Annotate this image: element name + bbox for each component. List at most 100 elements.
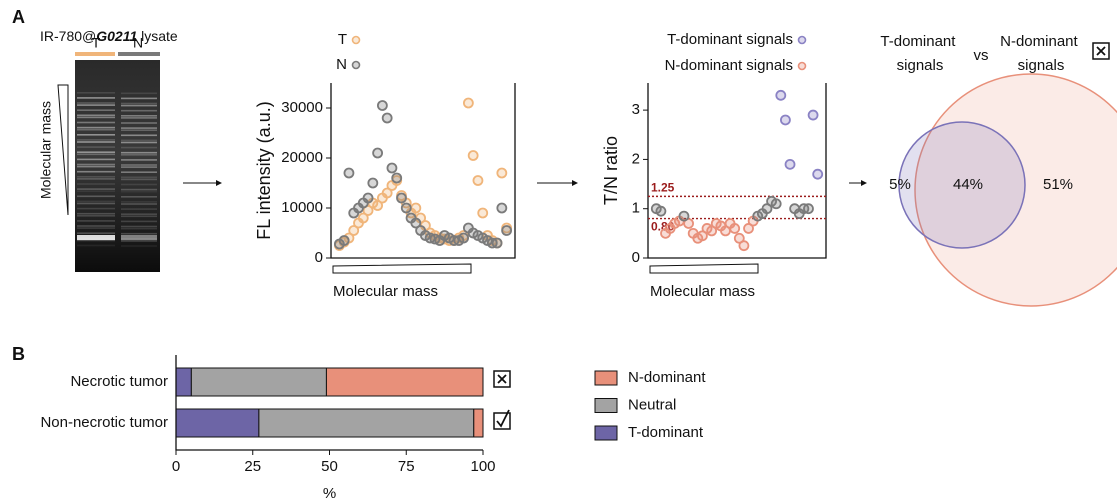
data-point	[776, 91, 785, 100]
gel-band	[77, 117, 115, 119]
cross-icon	[1093, 43, 1109, 59]
y-axis-label: FL intensity (a.u.)	[254, 101, 274, 239]
y-tick-label: 1	[632, 200, 640, 217]
gel-band	[121, 115, 157, 117]
category-label: Necrotic tumor	[70, 373, 168, 390]
gel-band	[121, 98, 157, 100]
gel-band	[121, 184, 157, 186]
data-point	[411, 204, 420, 213]
gel-band	[121, 196, 157, 198]
data-point	[378, 101, 387, 110]
gel-band	[77, 178, 115, 180]
set-label: N-dominant signals	[1000, 33, 1082, 74]
data-point	[772, 199, 781, 208]
data-point	[364, 194, 373, 203]
lane-bar	[118, 52, 160, 56]
gel-band	[77, 201, 115, 203]
data-point	[387, 164, 396, 173]
bar-segment	[191, 368, 326, 396]
data-point	[469, 151, 478, 160]
data-point	[373, 149, 382, 158]
gel-band	[77, 208, 115, 210]
data-point	[459, 234, 468, 243]
data-point	[340, 236, 349, 245]
data-point	[383, 114, 392, 123]
gel-band	[77, 127, 115, 129]
data-point	[397, 194, 406, 203]
y-tick-label: 10000	[281, 199, 323, 216]
data-point	[809, 111, 818, 120]
set-label-line: signals	[1018, 57, 1065, 74]
gel-band	[121, 135, 157, 137]
gel-band	[121, 154, 157, 156]
legend-marker	[353, 62, 360, 69]
gel-band	[121, 152, 157, 154]
gel-band	[77, 109, 115, 111]
data-point	[402, 204, 411, 213]
gel-band	[121, 179, 157, 181]
gel-band	[77, 235, 115, 240]
legend-label: T	[338, 31, 347, 48]
gel-band	[121, 201, 157, 203]
gel-band	[77, 146, 115, 148]
data-point	[730, 224, 739, 233]
gel-band	[121, 105, 157, 107]
gel-band	[77, 164, 115, 166]
x-tick-label: 100	[470, 458, 495, 475]
bar-segment	[259, 409, 474, 437]
x-tick-label: 75	[398, 458, 415, 475]
check-icon	[494, 410, 510, 429]
data-point	[679, 212, 688, 221]
data-point	[478, 209, 487, 218]
gel-band	[121, 177, 157, 179]
gel-band	[77, 188, 115, 190]
data-point	[392, 174, 401, 183]
gel-band	[121, 228, 157, 230]
gel-band	[77, 225, 115, 227]
gel-band	[121, 208, 157, 210]
gel-band	[121, 203, 157, 205]
page: {"labels": {"panel_a": "A", "panel_b": "…	[0, 0, 1117, 504]
gel-band	[121, 233, 157, 235]
gel-band	[77, 129, 115, 131]
legend-marker	[799, 37, 806, 44]
data-point	[368, 179, 377, 188]
gel-title-prefix: IR-780@	[40, 28, 96, 44]
mass-wedge	[650, 264, 758, 273]
data-point	[739, 241, 748, 250]
y-axis-label: T/N ratio	[601, 136, 621, 205]
set-label-line: T-dominant	[880, 33, 959, 50]
bar-segment	[176, 409, 259, 437]
gel-band	[121, 159, 157, 161]
gel-band	[121, 140, 157, 142]
set-label-line: signals	[897, 57, 944, 74]
gel-band	[121, 129, 157, 131]
data-point	[656, 207, 665, 216]
y-tick-label: 0	[632, 249, 640, 266]
gel-band	[121, 221, 157, 223]
gel-band	[121, 110, 157, 112]
data-point	[781, 115, 790, 124]
legend-swatch	[595, 399, 617, 413]
legend-label: T-dominant	[628, 424, 704, 441]
gel-band	[121, 213, 157, 215]
gel-band	[77, 215, 115, 217]
gel-band	[121, 166, 157, 168]
y-tick-label: 30000	[281, 99, 323, 116]
gel-band	[77, 213, 115, 215]
gel-band	[77, 141, 115, 143]
gel-band	[121, 245, 157, 247]
gel-band	[121, 164, 157, 166]
data-point	[493, 239, 502, 248]
category-label: Non-necrotic tumor	[40, 414, 168, 431]
legend-swatch	[595, 426, 617, 440]
data-point	[502, 226, 511, 235]
data-point	[464, 99, 473, 108]
gel-band	[77, 151, 115, 153]
gel-band	[121, 93, 157, 95]
venn-value: 44%	[953, 176, 983, 193]
x-tick-label: 50	[321, 458, 338, 475]
gel-band	[121, 235, 157, 240]
set-label-line: N-dominant	[1000, 33, 1082, 50]
y-tick-label: 20000	[281, 149, 323, 166]
